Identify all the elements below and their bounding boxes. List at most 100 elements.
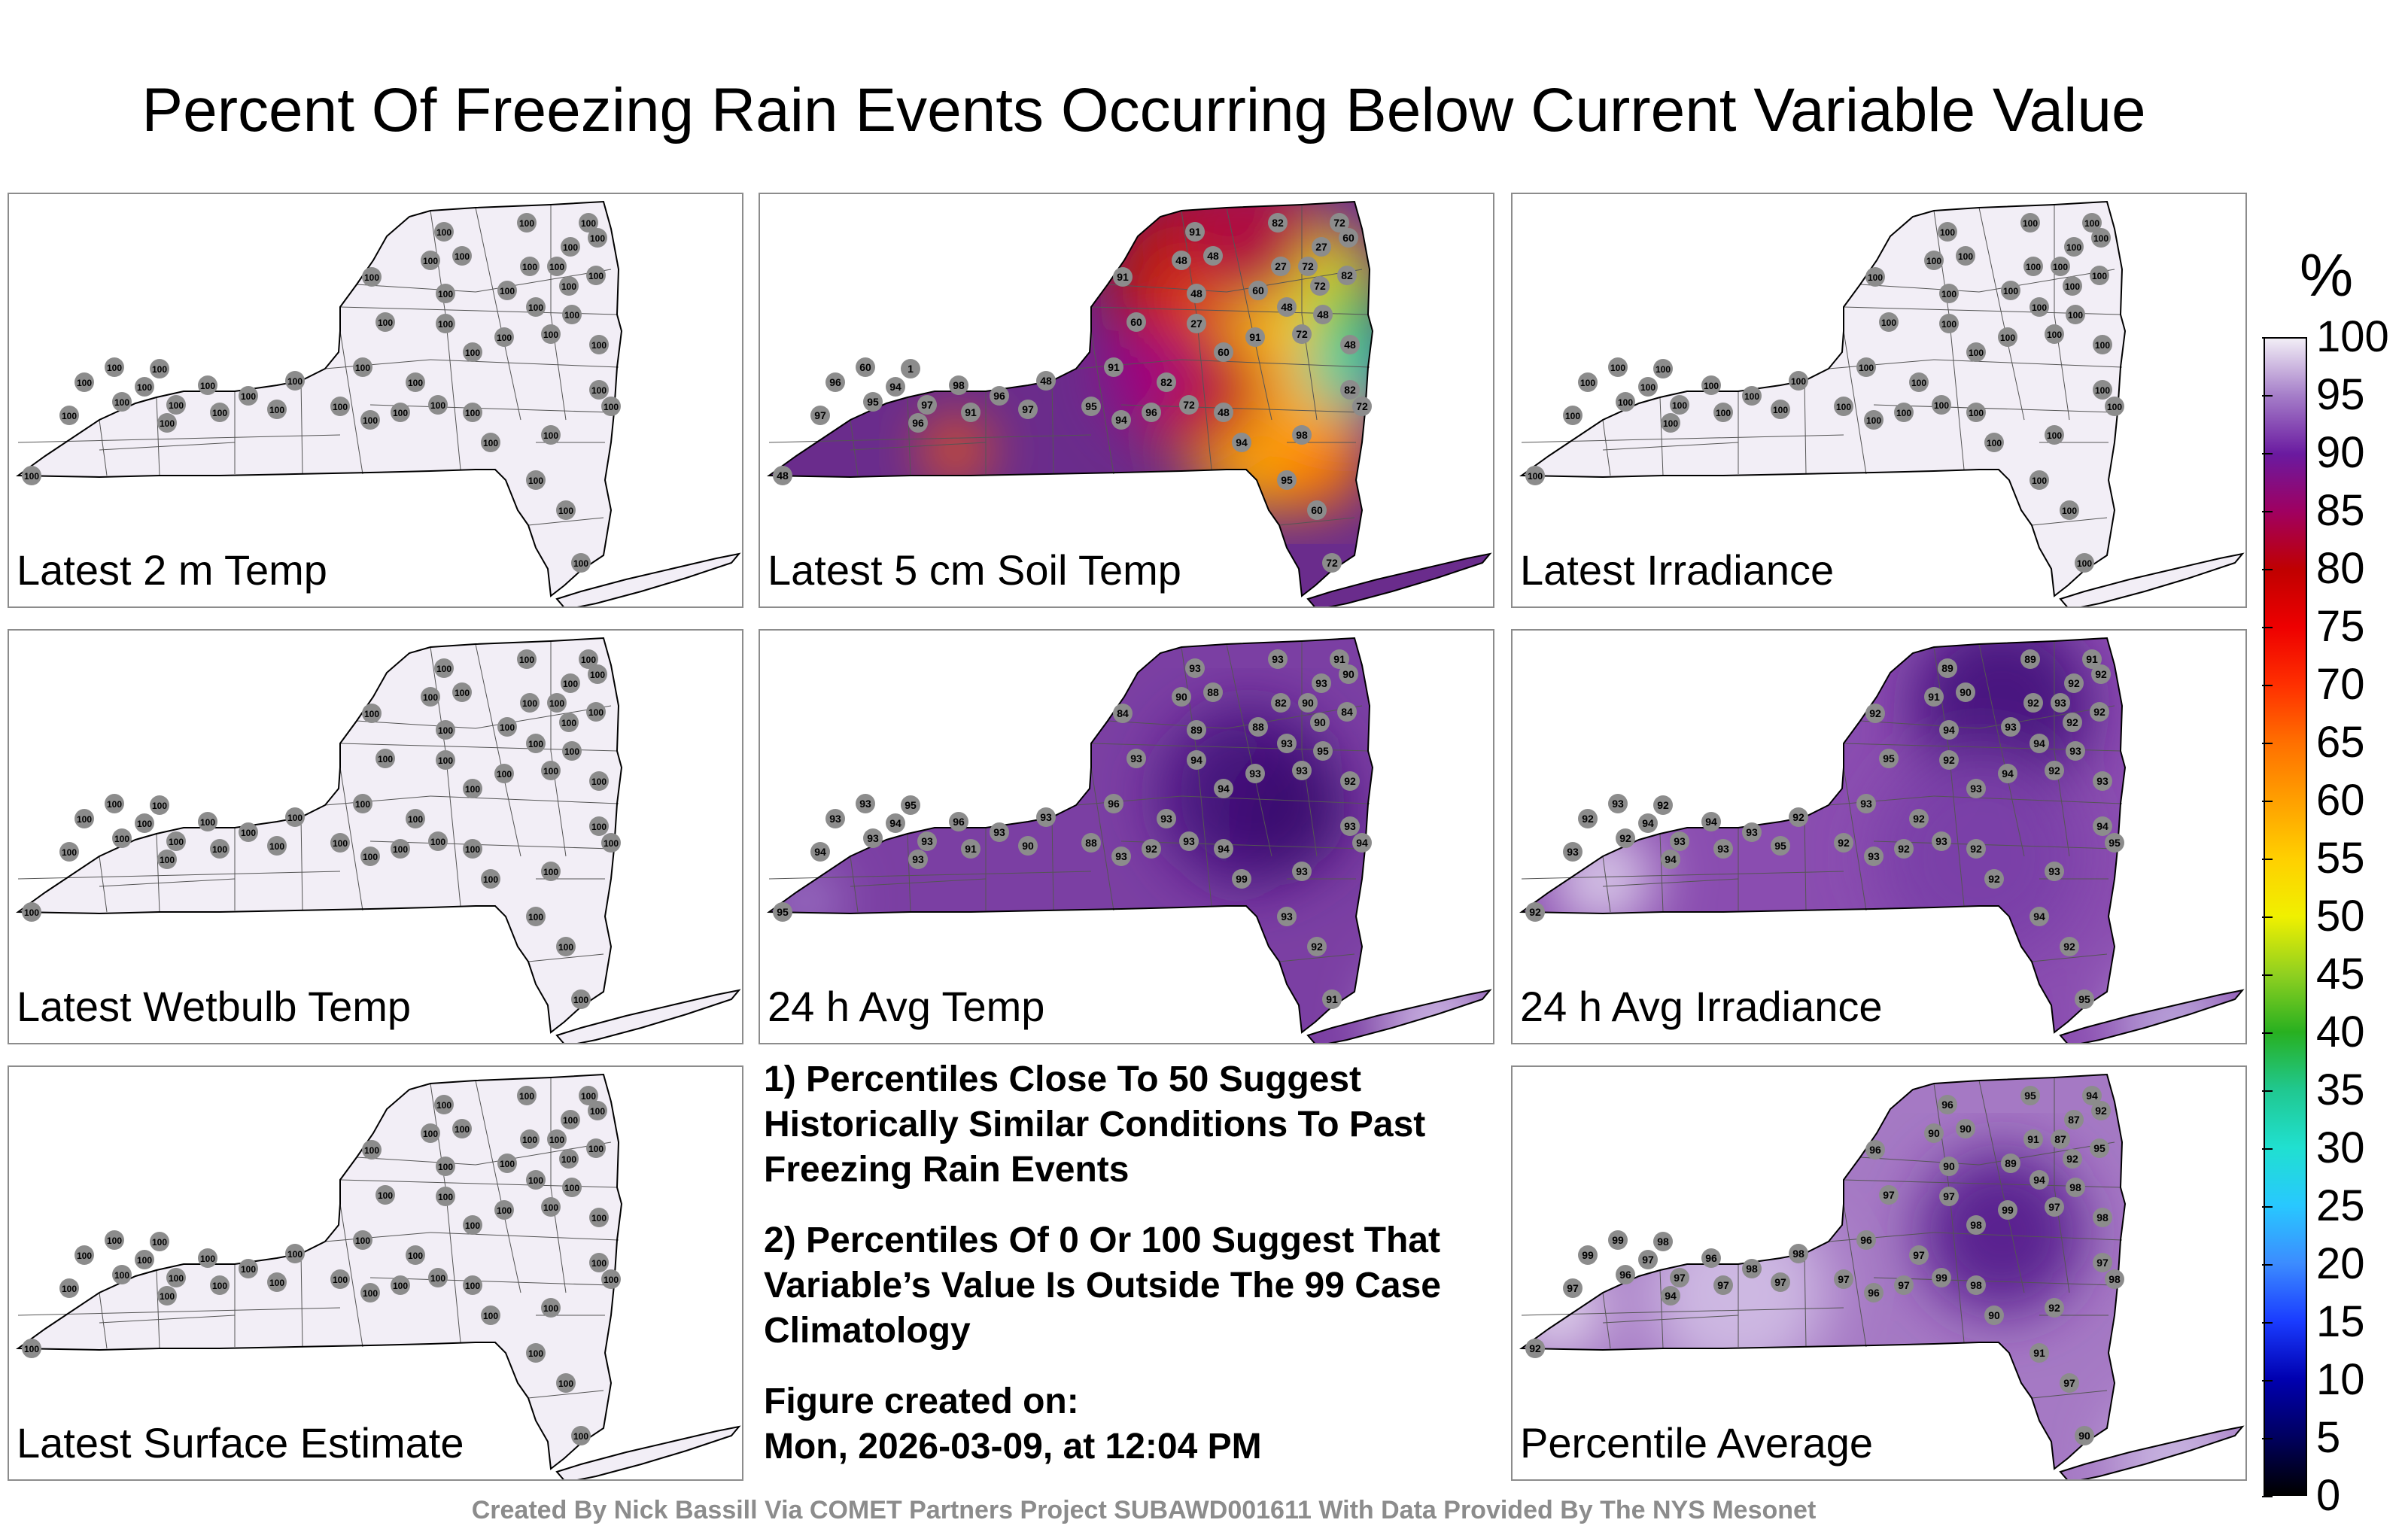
station-marker: [1113, 267, 1133, 287]
station-marker: [541, 761, 561, 780]
station-marker: [1268, 649, 1288, 669]
station-value: 100: [24, 471, 39, 482]
station-marker: [434, 1095, 454, 1114]
station-value: 100: [160, 418, 175, 429]
station-value: 95: [1317, 745, 1329, 757]
station-marker: [210, 1275, 230, 1295]
station-value: 72: [1183, 399, 1195, 411]
station-value: 100: [77, 378, 92, 388]
station-value: 94: [814, 846, 826, 858]
station-value: 100: [590, 670, 605, 680]
panel-title: Latest Wetbulb Temp: [17, 983, 412, 1030]
colorbar-tick-mark: [2262, 1090, 2273, 1092]
station-marker: [1525, 902, 1545, 922]
station-marker: [421, 687, 440, 707]
map-panel: 93 93 91 90 93 88 84 90 82 90 84 89 88 90 93 94 93 95 93 94…: [759, 629, 1494, 1044]
station-marker: [1984, 869, 2004, 889]
station-value: 100: [500, 1159, 515, 1169]
station-marker: [1938, 1095, 1957, 1114]
state-outline: [2059, 552, 2245, 606]
station-marker: [59, 842, 79, 862]
station-value: 100: [519, 1091, 534, 1102]
station-marker: [561, 237, 580, 257]
station-marker: [886, 813, 905, 833]
station-marker: [1879, 749, 1899, 768]
station-marker: [1245, 764, 1265, 783]
station-value: 98: [1792, 1248, 1804, 1260]
station-marker: [1894, 403, 1914, 422]
map-panel: 100 100 100 100 100 100 100 100 100 100 100 100 100 1…: [8, 193, 743, 608]
station-marker: [210, 839, 230, 859]
station-marker: [436, 314, 455, 333]
station-value: 100: [200, 817, 215, 828]
station-value: 100: [2003, 286, 2018, 296]
station-marker: [1081, 397, 1101, 416]
station-marker: [1187, 314, 1206, 333]
station-value: 99: [1236, 873, 1248, 885]
station-value: 100: [1934, 400, 1949, 411]
station-marker: [561, 673, 580, 693]
station-value: 100: [455, 1124, 470, 1135]
station-marker: [2093, 771, 2112, 791]
station-value: 82: [1344, 384, 1356, 396]
station-marker: [362, 267, 382, 287]
colorbar-tick-label: 40: [2316, 1008, 2365, 1056]
station-marker: [2060, 937, 2079, 956]
county-line: [1828, 359, 1935, 369]
colorbar-tick-mark: [2262, 511, 2273, 512]
station-value: 100: [581, 1091, 596, 1102]
station-value: 100: [528, 912, 543, 923]
station-value: 98: [2069, 1181, 2081, 1193]
station-value: 94: [889, 381, 901, 393]
field-blob: [1106, 330, 1196, 420]
station-marker: [562, 741, 582, 761]
station-marker: [353, 794, 372, 813]
station-value: 100: [423, 1129, 438, 1139]
station-value: 92: [2093, 706, 2105, 718]
station-value: 93: [2054, 697, 2066, 709]
station-value: 100: [1836, 402, 1851, 412]
station-value: 92: [2027, 697, 2039, 709]
station-value: 92: [1792, 811, 1804, 823]
county-line: [1521, 871, 1844, 880]
colorbar-tick-label: 85: [2316, 486, 2365, 535]
county-line: [528, 517, 604, 526]
county-line: [300, 380, 303, 475]
created-label: Figure created on:: [764, 1382, 1079, 1421]
station-value: 94: [2033, 910, 2045, 923]
station-value: 100: [160, 1291, 175, 1302]
station-marker: [2060, 1373, 2079, 1393]
station-marker: [112, 392, 132, 412]
station-marker: [1157, 372, 1176, 392]
station-value: 100: [581, 655, 596, 665]
station-marker: [1608, 794, 1628, 813]
station-marker: [562, 305, 582, 324]
station-value: 94: [2086, 1090, 2098, 1102]
station-value: 93: [2048, 865, 2060, 877]
station-marker: [556, 937, 576, 956]
station-value: 94: [1642, 817, 1654, 829]
station-marker: [863, 828, 883, 848]
colorbar-tick-label: 70: [2316, 660, 2365, 709]
station-marker: [497, 281, 517, 300]
station-value: 100: [561, 281, 576, 292]
station-marker: [1245, 327, 1265, 347]
station-marker: [1313, 305, 1333, 324]
county-line: [1090, 767, 1114, 911]
colorbar-tick-mark: [2262, 974, 2273, 976]
station-value: 100: [549, 1135, 564, 1145]
station-marker: [2020, 649, 2040, 669]
station-value: 91: [2033, 1347, 2045, 1359]
station-marker: [526, 1343, 546, 1363]
panel-title: 24 h Avg Temp: [768, 983, 1045, 1030]
station-value: 100: [549, 698, 564, 709]
station-marker: [1232, 869, 1251, 889]
station-marker: [362, 1140, 382, 1160]
station-value: 100: [558, 1378, 573, 1389]
station-value: 90: [1943, 1160, 1955, 1172]
station-value: 100: [528, 476, 543, 486]
station-marker: [1187, 720, 1206, 740]
station-value: 100: [438, 725, 453, 736]
